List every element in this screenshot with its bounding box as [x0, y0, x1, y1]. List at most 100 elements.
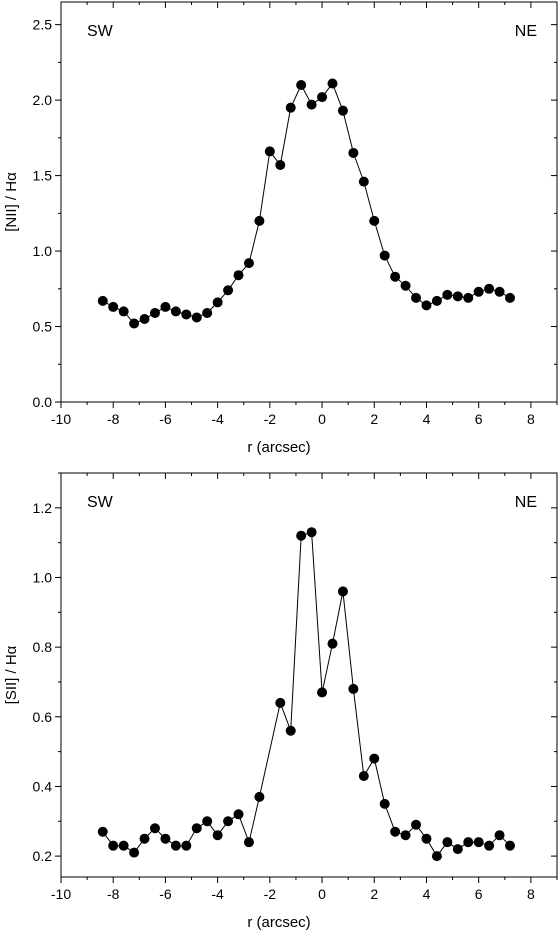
- nii-ne-label: NE: [515, 23, 537, 40]
- nii-data-point: [442, 289, 453, 300]
- sii-x-axis-title: r (arcsec): [247, 914, 310, 931]
- nii-data-point: [473, 286, 484, 297]
- sii-data-point: [97, 826, 108, 837]
- sii-data-point: [118, 840, 129, 851]
- sii-data-point: [317, 687, 328, 698]
- sii-data-point: [212, 830, 223, 841]
- nii-data-point: [118, 306, 129, 317]
- sii-data-point: [400, 830, 411, 841]
- nii-x-tick-label: -10: [51, 411, 71, 427]
- sii-data-point: [421, 833, 432, 844]
- sii-x-tick-label: 0: [318, 886, 326, 902]
- nii-data-point: [233, 270, 244, 281]
- nii-y-tick-label: 2.0: [33, 92, 53, 108]
- sii-x-tick-label: -2: [264, 886, 277, 902]
- sii-data-point: [275, 697, 286, 708]
- nii-x-tick-label: -4: [211, 411, 224, 427]
- sii-sw-label: SW: [87, 494, 114, 511]
- sii-data-point: [160, 833, 171, 844]
- nii-data-point: [337, 105, 348, 116]
- nii-data-point: [139, 313, 150, 324]
- sii-x-tick-label: -10: [51, 886, 71, 902]
- nii-data-point: [170, 306, 181, 317]
- nii-data-point: [191, 312, 202, 323]
- nii-data-point: [149, 307, 160, 318]
- sii-y-tick-label: 0.2: [33, 848, 53, 864]
- nii-x-tick-label: -2: [264, 411, 277, 427]
- nii-halpha-panel: -10 -8 -6 -4 -2 0 2 4 6 8 0.0 0.5 1.0 1.5 2.0 2.5 r (arc…: [3, 1, 558, 456]
- sii-data-point: [379, 798, 390, 809]
- nii-data-point: [108, 301, 119, 312]
- nii-data-point: [129, 318, 140, 329]
- sii-data-point: [494, 830, 505, 841]
- sii-y-tick-label: 0.4: [33, 778, 53, 794]
- sii-data-point: [463, 837, 474, 848]
- sii-data-point: [129, 847, 140, 858]
- nii-data-point: [463, 292, 474, 303]
- sii-series-line: [102, 531, 511, 857]
- nii-data-point: [421, 300, 432, 311]
- nii-data-point: [275, 160, 286, 171]
- nii-x-tick-label: -8: [107, 411, 120, 427]
- sii-data-point: [473, 837, 484, 848]
- sii-data-point: [431, 851, 442, 862]
- nii-y-tick-label: 2.5: [33, 17, 53, 33]
- sii-data-point: [170, 840, 181, 851]
- sii-halpha-panel: -10 -8 -6 -4 -2 0 2 4 6 8 0.2 0.4 0.6 0.8 1.0 1.2 r (arc…: [3, 472, 558, 931]
- nii-x-tick-label: 8: [527, 411, 535, 427]
- sii-plot-frame: [60, 472, 558, 878]
- nii-y-tick-label: 1.0: [33, 243, 53, 259]
- nii-y-tick-label: 0.5: [33, 319, 53, 335]
- nii-y-axis-title: [NII] / Hα: [3, 172, 20, 232]
- nii-x-tick-label: 6: [475, 411, 483, 427]
- sii-data-point: [484, 840, 495, 851]
- nii-data-point: [494, 286, 505, 297]
- sii-y-tick-label: 1.0: [33, 569, 53, 585]
- nii-y-tick-label: 0.0: [33, 394, 53, 410]
- nii-series-line: [102, 82, 511, 325]
- sii-data-point: [505, 840, 516, 851]
- nii-data-point: [254, 215, 265, 226]
- sii-data-point: [243, 837, 254, 848]
- sii-data-point: [191, 823, 202, 834]
- nii-data-point: [390, 271, 401, 282]
- sii-data-point: [181, 840, 192, 851]
- sii-data-point: [108, 840, 119, 851]
- sii-x-tick-label: 6: [475, 886, 483, 902]
- sii-data-point: [327, 638, 338, 649]
- sii-data-point: [452, 844, 463, 855]
- sii-data-point: [296, 530, 307, 541]
- nii-data-point: [369, 215, 380, 226]
- sii-x-tick-label: -4: [211, 886, 224, 902]
- nii-plot-frame: [60, 1, 558, 403]
- sii-data-point: [285, 725, 296, 736]
- nii-data-point: [348, 147, 359, 158]
- nii-data-point: [223, 285, 234, 296]
- nii-data-point: [452, 291, 463, 302]
- nii-data-point: [317, 92, 328, 103]
- sii-data-point: [369, 753, 380, 764]
- nii-data-point: [296, 80, 307, 91]
- sii-data-point: [223, 816, 234, 827]
- sii-y-tick-label: 0.6: [33, 709, 53, 725]
- sii-data-point: [358, 771, 369, 781]
- sii-data-point: [411, 819, 422, 830]
- nii-data-point: [285, 102, 296, 113]
- nii-data-point: [97, 295, 108, 306]
- nii-y-tick-label: 1.5: [33, 168, 53, 184]
- nii-data-point: [411, 292, 422, 303]
- nii-data-point: [431, 295, 442, 306]
- sii-data-point: [306, 527, 317, 538]
- nii-data-point: [202, 307, 213, 318]
- sii-data-point: [254, 791, 265, 802]
- nii-x-tick-label: -6: [159, 411, 172, 427]
- sii-data-point: [149, 823, 160, 834]
- sii-y-tick-label: 1.2: [33, 500, 53, 516]
- sii-y-axis-title: [SII] / Hα: [3, 645, 20, 704]
- sii-data-point: [442, 837, 453, 848]
- nii-data-point: [358, 176, 369, 187]
- sii-x-tick-label: 4: [423, 886, 431, 902]
- sii-data-point: [390, 826, 401, 837]
- nii-data-point: [400, 280, 411, 291]
